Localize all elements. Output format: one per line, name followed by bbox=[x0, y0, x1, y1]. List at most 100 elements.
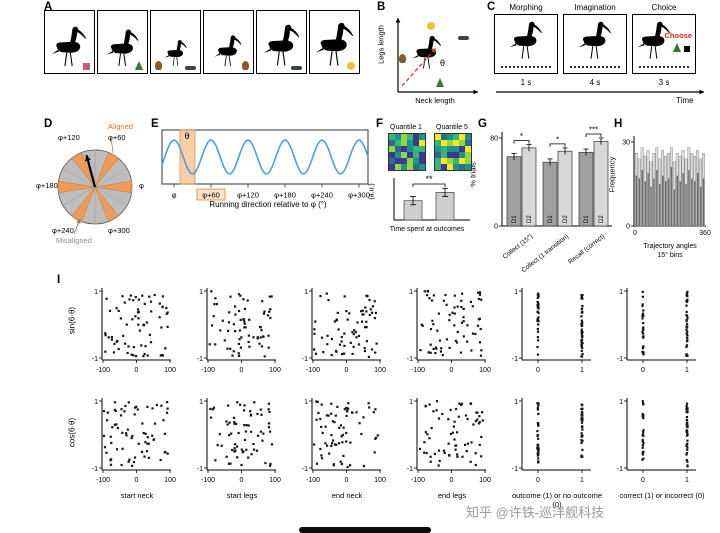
heat-cell bbox=[413, 146, 419, 152]
data-point bbox=[345, 440, 348, 443]
data-point bbox=[642, 403, 645, 406]
data-point bbox=[122, 334, 125, 337]
bird-silhouette bbox=[263, 23, 301, 67]
aligned-sector bbox=[94, 180, 133, 194]
tick-label: 100 bbox=[269, 367, 281, 374]
data-point bbox=[233, 450, 236, 453]
data-point bbox=[641, 444, 644, 447]
heat-cell bbox=[447, 140, 453, 146]
data-point bbox=[438, 339, 442, 342]
data-point bbox=[448, 346, 451, 349]
data-point bbox=[460, 299, 463, 302]
data-point bbox=[244, 430, 248, 433]
data-point bbox=[135, 405, 138, 408]
heat-cell bbox=[413, 134, 419, 140]
data-point bbox=[686, 446, 689, 449]
data-point bbox=[343, 344, 346, 347]
data-point bbox=[580, 333, 584, 336]
data-point bbox=[686, 317, 689, 320]
sector-divider bbox=[94, 186, 128, 206]
data-point bbox=[536, 293, 539, 296]
data-point bbox=[426, 294, 429, 297]
data-point bbox=[580, 441, 583, 445]
heat-cell bbox=[435, 164, 441, 170]
data-point bbox=[238, 309, 241, 313]
sled-icon bbox=[291, 66, 302, 70]
data-point bbox=[333, 421, 336, 424]
heat-cell bbox=[459, 146, 465, 152]
data-point bbox=[137, 317, 140, 320]
outcome-dotline bbox=[570, 66, 620, 68]
outcome-heatmap-q5 bbox=[434, 133, 472, 171]
data-point bbox=[134, 296, 137, 299]
duration-label: 1 s bbox=[520, 78, 532, 87]
data-point bbox=[338, 343, 342, 346]
data-point bbox=[330, 354, 333, 357]
panel-label-d: D bbox=[44, 118, 53, 130]
data-point bbox=[477, 291, 480, 294]
hist-bar-dark bbox=[664, 181, 667, 226]
tick-label: -1 bbox=[617, 466, 623, 473]
scatter-plot: 1 -1 -100 0 100 bbox=[92, 398, 176, 484]
data-point bbox=[458, 402, 461, 405]
data-point bbox=[243, 438, 247, 441]
data-point bbox=[250, 453, 253, 456]
data-point bbox=[115, 423, 118, 426]
data-point bbox=[641, 332, 645, 335]
data-point bbox=[343, 332, 346, 335]
data-point bbox=[368, 406, 371, 409]
data-point bbox=[374, 311, 377, 314]
data-point bbox=[685, 415, 689, 419]
data-point bbox=[342, 454, 345, 457]
heat-cell bbox=[465, 134, 471, 140]
data-point bbox=[216, 444, 219, 447]
tick-label: 100 bbox=[164, 367, 176, 374]
data-point bbox=[269, 430, 272, 433]
data-point bbox=[326, 334, 329, 337]
duration-label: 4 s bbox=[589, 78, 601, 87]
data-point bbox=[124, 404, 127, 408]
data-point bbox=[121, 447, 124, 450]
tick-label: φ bbox=[172, 191, 177, 200]
morph-step-box bbox=[97, 10, 148, 74]
data-point bbox=[642, 429, 645, 432]
data-point bbox=[258, 342, 261, 345]
data-point bbox=[241, 451, 244, 454]
data-point bbox=[420, 323, 423, 326]
data-point bbox=[469, 402, 472, 405]
dir-label-phi240: φ+240 bbox=[52, 226, 74, 235]
heat-cell bbox=[465, 164, 471, 170]
tick-label: -1 bbox=[197, 356, 203, 363]
data-point bbox=[581, 346, 584, 349]
data-point bbox=[537, 461, 540, 464]
sled-icon bbox=[458, 36, 469, 40]
data-point bbox=[120, 463, 123, 467]
tick-label: -100 bbox=[411, 367, 425, 374]
data-point bbox=[151, 407, 154, 410]
category-label: Recall (correct) bbox=[567, 233, 606, 266]
data-point bbox=[536, 454, 539, 457]
data-point bbox=[685, 300, 688, 303]
data-point bbox=[642, 322, 645, 325]
tick-label: φ+120 bbox=[237, 191, 259, 200]
sig-bracket bbox=[549, 143, 566, 147]
bar-label: D2 bbox=[599, 215, 605, 223]
data-point bbox=[141, 422, 144, 425]
data-point bbox=[460, 321, 464, 324]
data-point bbox=[256, 434, 260, 437]
data-point bbox=[455, 341, 459, 344]
data-point bbox=[426, 290, 429, 293]
data-point bbox=[146, 354, 149, 357]
misaligned-pointer-head bbox=[76, 219, 81, 224]
data-point bbox=[641, 290, 644, 293]
data-point bbox=[313, 328, 316, 331]
tick-label: -100 bbox=[201, 367, 215, 374]
data-point bbox=[641, 438, 644, 442]
bird-silhouette bbox=[315, 21, 354, 67]
heat-cell bbox=[401, 152, 407, 158]
data-point bbox=[471, 305, 474, 308]
data-point bbox=[315, 418, 318, 421]
data-point bbox=[132, 299, 135, 302]
data-point bbox=[479, 327, 482, 331]
data-point bbox=[435, 400, 439, 403]
